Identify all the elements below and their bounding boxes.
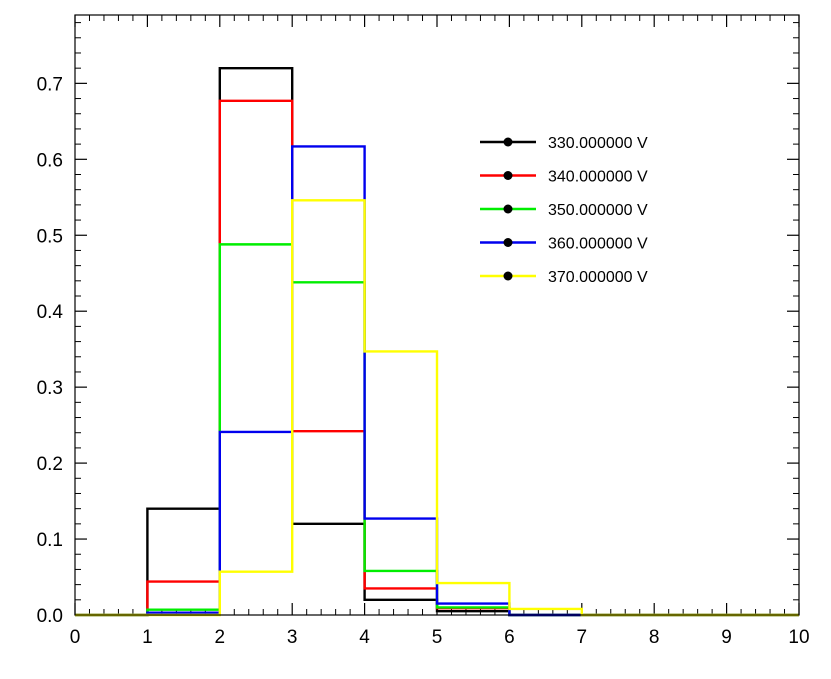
- x-tick-label: 5: [432, 627, 443, 648]
- x-tick-label: 7: [577, 627, 588, 648]
- y-tick-label: 0.6: [37, 150, 63, 171]
- y-tick-label: 0.4: [37, 302, 64, 323]
- legend-label-1: 330.000000 V: [548, 135, 648, 152]
- x-tick-label: 2: [215, 627, 226, 648]
- x-tick-label: 10: [788, 627, 809, 648]
- legend-marker-5: [503, 271, 513, 281]
- x-tick-label: 0: [70, 627, 81, 648]
- plot-frame: [74, 14, 800, 616]
- y-tick-label: 0.0: [37, 606, 63, 627]
- y-tick-label: 0.1: [37, 530, 63, 551]
- y-tick-label: 0.2: [37, 454, 63, 475]
- tick-labels: 0 1 2 3 4 5 6 7 8 9 10 0.0 0.1 0.2 0.3 0.4 0.5 0.6 0.7: [37, 74, 810, 648]
- x-tick-label: 8: [649, 627, 660, 648]
- x-tick-label: 1: [142, 627, 153, 648]
- x-tick-label: 3: [287, 627, 298, 648]
- y-tick-label: 0.3: [37, 378, 63, 399]
- x-tick-label: 4: [359, 627, 370, 648]
- legend-label-3: 350.000000 V: [548, 202, 648, 219]
- series-line-5: [75, 199, 799, 617]
- legend-marker-4: [503, 238, 513, 247]
- legend-marker-1: [503, 137, 513, 147]
- x-tick-label: 9: [721, 627, 732, 648]
- legend-label-5: 370.000000 V: [548, 269, 648, 286]
- legend: 330.000000 V 340.000000 V 350.000000 V 360.…: [480, 135, 648, 286]
- series-group: [75, 66, 799, 617]
- x-tick-label: 6: [504, 627, 515, 648]
- legend-marker-2: [503, 171, 513, 180]
- legend-label-2: 340.000000 V: [548, 169, 648, 186]
- y-tick-label: 0.5: [37, 226, 63, 247]
- legend-marker-3: [503, 204, 513, 214]
- y-tick-label: 0.7: [37, 74, 63, 95]
- legend-label-4: 360.000000 V: [548, 236, 648, 253]
